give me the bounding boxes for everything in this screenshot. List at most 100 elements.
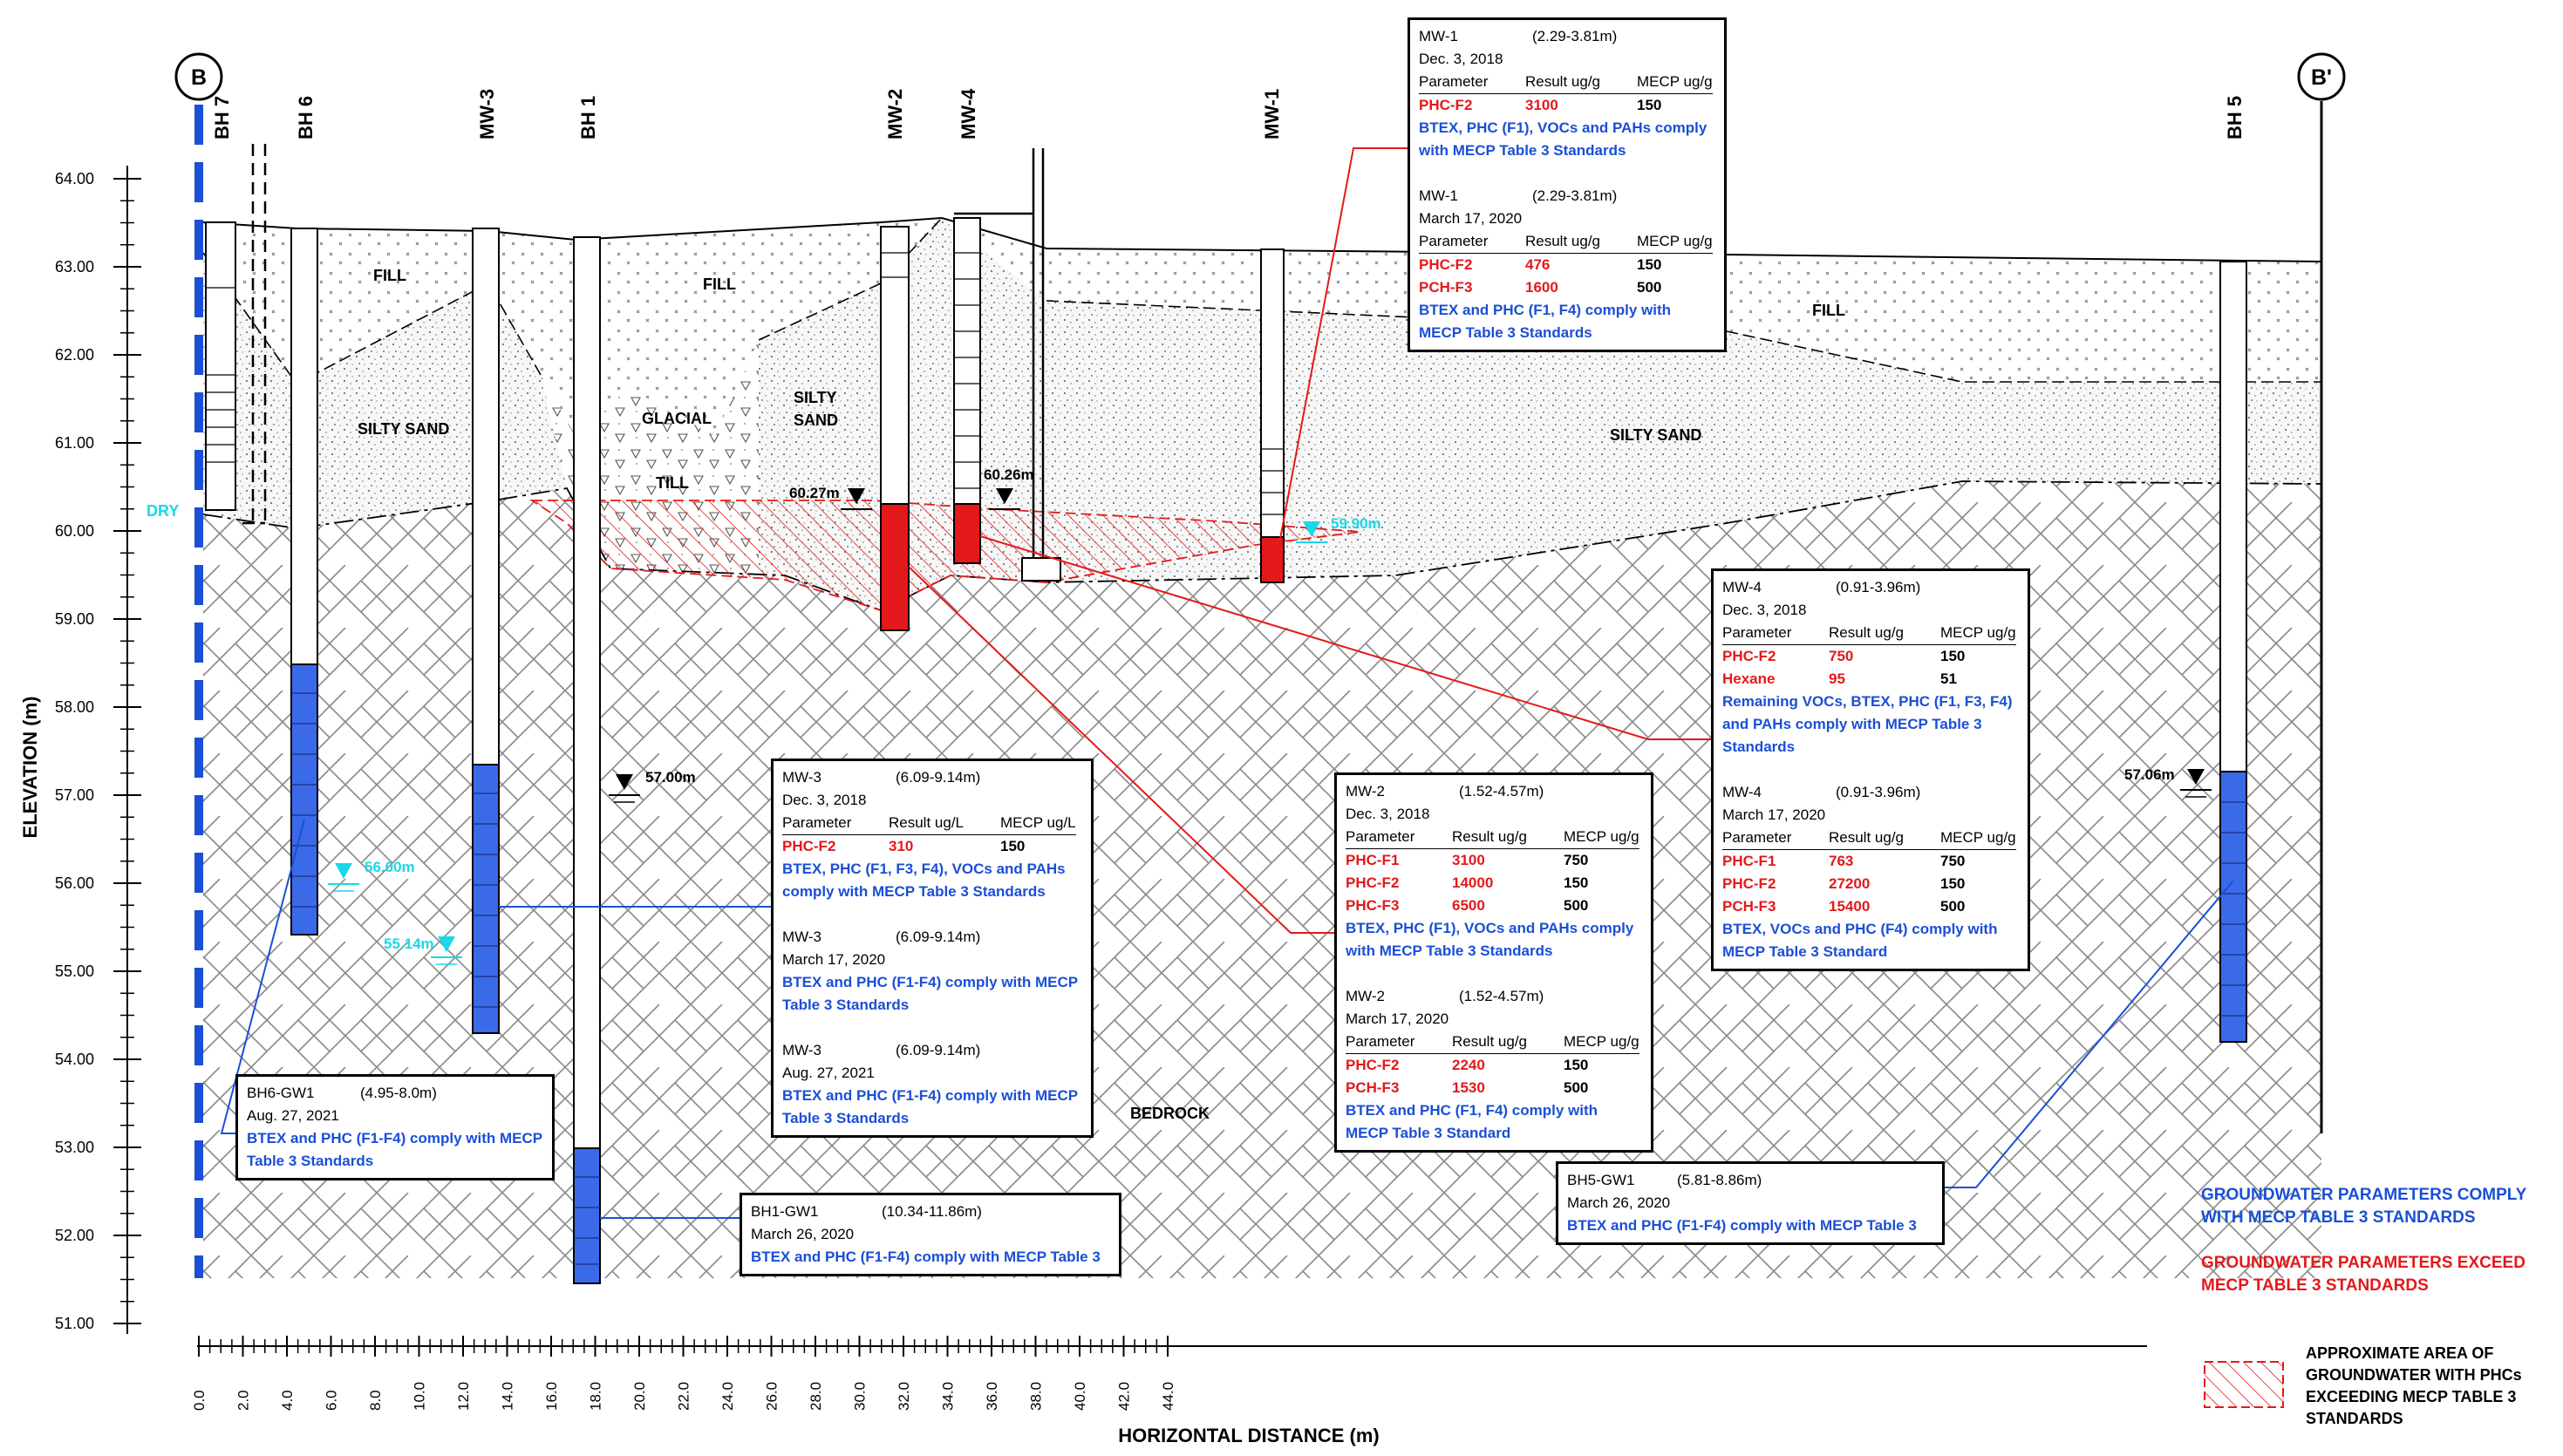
- col-mecp: MECP ug/g: [1940, 827, 2016, 850]
- param-name: PCH-F3: [1722, 898, 1776, 915]
- label-fill-2: FILL: [703, 276, 736, 293]
- callout-mw2-s2-well: MW-2: [1346, 988, 1386, 1004]
- x-axis: 0.0 2.0 4.0 6.0 8.0 10.0 12.0 14.0 16.0 18.0 20.0 2…: [191, 1336, 2147, 1446]
- param-name: PHC-F3: [1346, 897, 1400, 914]
- leader-bh6: [220, 819, 305, 1134]
- x-tick-label: 10.0: [412, 1382, 428, 1411]
- callout-bh1-depth: (10.34-11.86m): [882, 1203, 982, 1220]
- water-level-bh6-label: 56.00m: [365, 859, 415, 875]
- y-axis-label: ELEVATION (m): [19, 697, 41, 839]
- callout-mw3-s2-date: March 17, 2020: [782, 951, 886, 968]
- x-axis-label: HORIZONTAL DISTANCE (m): [1118, 1425, 1379, 1446]
- mw1-screen: [1260, 536, 1285, 583]
- label-silty-sand-2: SILTY: [794, 389, 837, 406]
- y-tick-label: 61.00: [55, 434, 94, 452]
- borehole-label-bh7: BH 7: [211, 96, 233, 139]
- param-name: PCH-F3: [1419, 279, 1473, 296]
- param-mecp: 150: [1000, 838, 1026, 854]
- param-name: PHC-F2: [1346, 1057, 1400, 1073]
- col-parameter: Parameter: [1722, 827, 1829, 850]
- water-levels: 60.27m 60.26m 59.90m 57.00m 56.00m: [328, 466, 2212, 965]
- callout-bh6: BH6-GW1 (4.95-8.0m) Aug. 27, 2021 BTEX and…: [235, 1074, 555, 1180]
- bh1-screen: [573, 1147, 601, 1284]
- x-tick-label: 8.0: [367, 1390, 384, 1411]
- callout-mw2-s1-depth: (1.52-4.57m): [1459, 783, 1544, 799]
- water-level-mw1: 59.90m: [1296, 515, 1381, 543]
- label-glacial-2: TILL: [656, 474, 689, 492]
- col-result: Result ug/g: [1525, 230, 1637, 254]
- callout-bh6-well: BH6-GW1: [247, 1085, 315, 1101]
- x-tick-label: 26.0: [764, 1382, 780, 1411]
- param-result: 2240: [1452, 1057, 1485, 1073]
- callout-mw1-s2-date: March 17, 2020: [1419, 210, 1523, 227]
- y-tick-label: 58.00: [55, 698, 94, 716]
- mw2-screen: [880, 503, 910, 631]
- callout-mw4: MW-4 (0.91-3.96m)Dec. 3, 2018 Parameter Re…: [1711, 568, 2030, 971]
- param-mecp: 51: [1940, 670, 1957, 687]
- legend-hatch-line-2: GROUNDWATER WITH PHCs: [2306, 1366, 2522, 1384]
- param-result: 476: [1525, 256, 1551, 273]
- callout-mw1-s1-date: Dec. 3, 2018: [1419, 51, 1503, 67]
- section-start-label: B: [191, 65, 207, 90]
- bh6-screen: [290, 663, 318, 936]
- x-tick-label: 18.0: [588, 1382, 604, 1411]
- param-result: 3100: [1452, 852, 1485, 868]
- param-mecp: 750: [1564, 852, 1589, 868]
- legend-exceed-line-2: MECP TABLE 3 STANDARDS: [2201, 1276, 2429, 1295]
- x-tick-label: 32.0: [896, 1382, 912, 1411]
- callout-bh6-note: BTEX and PHC (F1-F4) comply with MECP Ta…: [247, 1130, 542, 1169]
- param-mecp: 150: [1637, 256, 1662, 273]
- water-level-bh6: 56.00m: [328, 859, 415, 892]
- callout-bh5-date: March 26, 2020: [1567, 1194, 1671, 1211]
- param-name: PHC-F1: [1346, 852, 1400, 868]
- water-level-mw1-label: 59.90m: [1331, 515, 1381, 532]
- param-mecp: 150: [1940, 875, 1966, 892]
- callout-bh1-well: BH1-GW1: [751, 1203, 819, 1220]
- param-result: 1600: [1525, 279, 1558, 296]
- borehole-label-bh5: BH 5: [2224, 96, 2246, 139]
- col-result: Result ug/g: [1829, 827, 1940, 850]
- section-end-label: B': [2311, 65, 2332, 90]
- param-mecp: 150: [1637, 97, 1662, 113]
- borehole-bh5: BH 5: [2219, 96, 2247, 1043]
- borehole-mw3: MW-3: [472, 89, 500, 1034]
- param-result: 3100: [1525, 97, 1558, 113]
- col-mecp: MECP ug/g: [1564, 1031, 1639, 1054]
- callout-mw3-s3-well: MW-3: [782, 1042, 822, 1058]
- x-tick-label: 34.0: [940, 1382, 957, 1411]
- param-mecp: 150: [1564, 874, 1589, 891]
- legend-comply-line-2: WITH MECP TABLE 3 STANDARDS: [2201, 1208, 2476, 1227]
- borehole-mw4: MW-4: [953, 88, 1061, 582]
- col-mecp: MECP ug/g: [1637, 230, 1713, 254]
- leader-mw2: [908, 566, 1334, 934]
- param-mecp: 500: [1564, 1079, 1589, 1096]
- x-tick-label: 2.0: [235, 1390, 252, 1411]
- callout-mw4-s1-depth: (0.91-3.96m): [1836, 579, 1921, 595]
- x-tick-label: 22.0: [676, 1382, 692, 1411]
- param-result: 27200: [1829, 875, 1871, 892]
- callout-mw3: MW-3 (6.09-9.14m) Dec. 3, 2018 Parameter Re…: [771, 759, 1094, 1138]
- y-tick-label: 62.00: [55, 346, 94, 364]
- mw3-screen: [472, 764, 500, 1034]
- borehole-label-mw3: MW-3: [476, 89, 498, 139]
- callout-mw3-s3-date: Aug. 27, 2021: [782, 1065, 875, 1081]
- legend-exceed: GROUNDWATER PARAMETERS EXCEED MECP TABLE…: [2201, 1252, 2559, 1297]
- callout-mw4-s1-well: MW-4: [1722, 579, 1762, 595]
- x-tick-label: 38.0: [1028, 1382, 1045, 1411]
- legend-comply: GROUNDWATER PARAMETERS COMPLY WITH MECP …: [2201, 1184, 2559, 1229]
- param-mecp: 150: [1564, 1057, 1589, 1073]
- col-result: Result ug/L: [889, 812, 1000, 835]
- y-tick-label: 59.00: [55, 610, 94, 628]
- col-parameter: Parameter: [1346, 1031, 1452, 1054]
- callout-bh6-date: Aug. 27, 2021: [247, 1107, 339, 1124]
- legend-exceed-line-1: GROUNDWATER PARAMETERS EXCEED: [2201, 1254, 2526, 1272]
- legend-hatch: APPROXIMATE AREA OF GROUNDWATER WITH PHC…: [2306, 1343, 2559, 1430]
- col-result: Result ug/g: [1452, 1031, 1564, 1054]
- label-dry: DRY: [147, 502, 179, 520]
- y-tick-label: 57.00: [55, 786, 94, 804]
- callout-mw3-s2-well: MW-3: [782, 929, 822, 945]
- label-fill-1: FILL: [373, 267, 406, 284]
- y-tick-label: 60.00: [55, 522, 94, 540]
- callout-mw2: MW-2 (1.52-4.57m)Dec. 3, 2018 Parameter Re…: [1334, 772, 1653, 1153]
- param-name: PHC-F2: [1722, 875, 1776, 892]
